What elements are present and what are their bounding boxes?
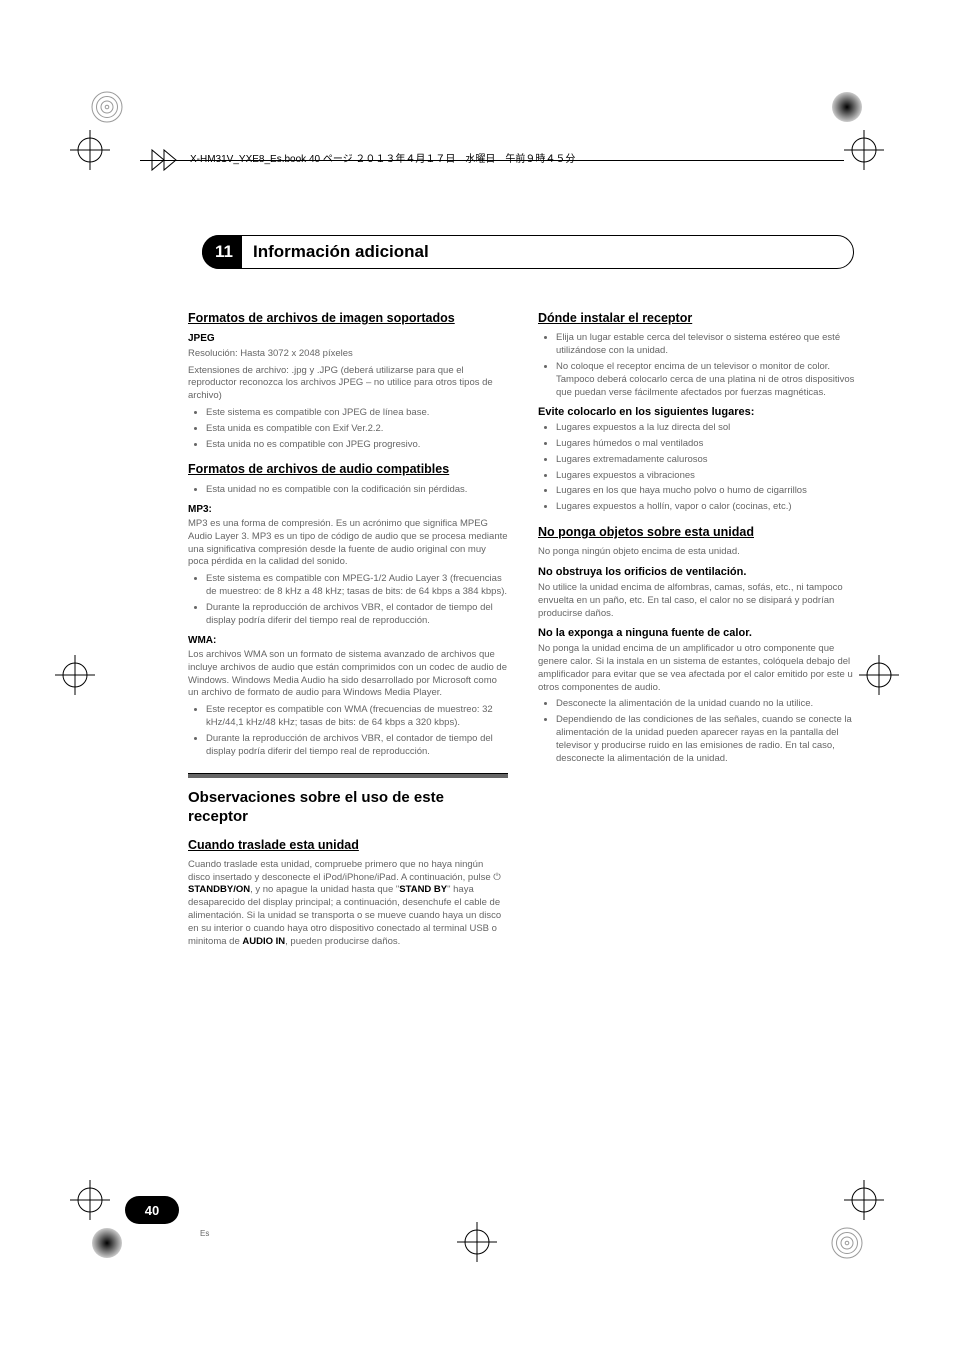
calor-text: No ponga la unidad encima de un amplific… xyxy=(538,643,858,694)
list-item: Elija un lugar estable cerca del televis… xyxy=(556,332,858,358)
crop-mark-icon xyxy=(844,130,884,170)
heading-traslade: Cuando traslade esta unidad xyxy=(188,837,508,853)
registration-mark-icon xyxy=(830,1226,864,1260)
printer-mark-text: X-HM31V_YXE8_Es.book 40 ページ ２０１３年４月１７日 水… xyxy=(190,150,575,165)
heading-noponga: No ponga objetos sobre esta unidad xyxy=(538,524,858,540)
page: X-HM31V_YXE8_Es.book 40 ページ ２０１３年４月１７日 水… xyxy=(0,0,954,1350)
list-item: Esta unida es compatible con Exif Ver.2.… xyxy=(206,423,508,436)
crop-mark-icon xyxy=(457,1222,497,1262)
list-item: Lugares expuestos a la luz directa del s… xyxy=(556,422,858,435)
list-item: Esta unidad no es compatible con la codi… xyxy=(206,484,508,497)
list-item: Durante la reproducción de archivos VBR,… xyxy=(206,733,508,759)
list-item: No coloque el receptor encima de un tele… xyxy=(556,361,858,399)
list-item: Este receptor es compatible con WMA (fre… xyxy=(206,704,508,730)
mp3-desc: MP3 es una forma de compresión. Es un ac… xyxy=(188,518,508,569)
heading-evite: Evite colocarlo en los siguientes lugare… xyxy=(538,405,858,420)
list-item: Desconecte la alimentación de la unidad … xyxy=(556,698,858,711)
chapter-title: Información adicional xyxy=(253,242,429,262)
list-item: Lugares en los que haya mucho polvo o hu… xyxy=(556,485,858,498)
jpeg-resolution: Resolución: Hasta 3072 x 2048 píxeles xyxy=(188,348,508,361)
list-item: Esta unida no es compatible con JPEG pro… xyxy=(206,439,508,452)
crop-mark-icon xyxy=(55,655,95,695)
heading-audio-formats: Formatos de archivos de audio compatible… xyxy=(188,461,508,477)
vent-text: No utilice la unidad encima de alfombras… xyxy=(538,582,858,620)
noponga-text: No ponga ningún objeto encima de esta un… xyxy=(538,546,858,559)
crop-mark-icon xyxy=(859,655,899,695)
list-item: Durante la reproducción de archivos VBR,… xyxy=(206,602,508,628)
registration-mark-icon xyxy=(90,1226,124,1260)
heading-observations: Observaciones sobre el uso de este recep… xyxy=(188,788,508,827)
list-item: Lugares extremadamente calurosos xyxy=(556,454,858,467)
heading-calor: No la exponga a ninguna fuente de calor. xyxy=(538,626,858,641)
jpeg-extensions: Extensiones de archivo: .jpg y .JPG (deb… xyxy=(188,365,508,403)
left-column: Formatos de archivos de imagen soportado… xyxy=(188,310,508,952)
language-label: Es xyxy=(200,1229,209,1238)
heading-install: Dónde instalar el receptor xyxy=(538,310,858,326)
mp3-label: MP3: xyxy=(188,503,508,517)
list-item: Lugares húmedos o mal ventilados xyxy=(556,438,858,451)
jpeg-label: JPEG xyxy=(188,332,508,346)
registration-mark-icon xyxy=(830,90,864,124)
page-number: 40 xyxy=(125,1196,179,1224)
list-item: Dependiendo de las condiciones de las se… xyxy=(556,714,858,765)
crop-mark-icon xyxy=(70,130,110,170)
crop-mark-icon xyxy=(70,1180,110,1220)
list-item: Lugares expuestos a hollín, vapor o calo… xyxy=(556,501,858,514)
list-item: Este sistema es compatible con MPEG-1/2 … xyxy=(206,573,508,599)
content-columns: Formatos de archivos de imagen soportado… xyxy=(188,310,858,952)
heading-vent: No obstruya los orificios de ventilación… xyxy=(538,565,858,580)
heading-image-formats: Formatos de archivos de imagen soportado… xyxy=(188,310,508,326)
right-column: Dónde instalar el receptor Elija un luga… xyxy=(538,310,858,952)
chapter-number: 11 xyxy=(215,242,233,262)
wma-label: WMA: xyxy=(188,634,508,648)
traslade-text: Cuando traslade esta unidad, compruebe p… xyxy=(188,859,508,949)
chapter-header: 11 Información adicional xyxy=(180,235,854,269)
crop-mark-icon xyxy=(844,1180,884,1220)
list-item: Lugares expuestos a vibraciones xyxy=(556,470,858,483)
section-rule xyxy=(188,773,508,778)
wma-desc: Los archivos WMA son un formato de siste… xyxy=(188,649,508,700)
registration-mark-icon xyxy=(90,90,124,124)
list-item: Este sistema es compatible con JPEG de l… xyxy=(206,407,508,420)
book-arrow-icon xyxy=(150,148,178,177)
